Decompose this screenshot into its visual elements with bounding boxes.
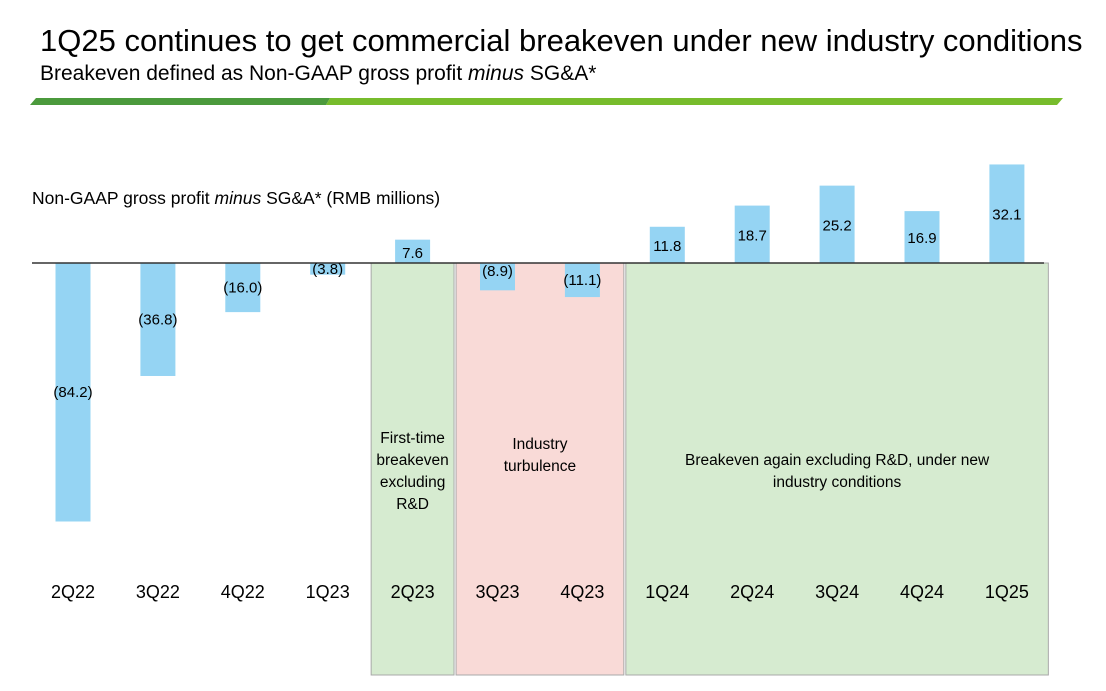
category-label-2q23: 2Q23	[391, 582, 435, 602]
page-title: 1Q25 continues to get commercial breakev…	[40, 23, 1083, 58]
category-label-1q24: 1Q24	[645, 582, 689, 602]
band-annotation-line: turbulence	[504, 458, 576, 475]
category-label-3q24: 3Q24	[815, 582, 859, 602]
bar-2q22	[55, 263, 91, 522]
band-annotation-line: industry conditions	[773, 474, 902, 491]
category-label-4q22: 4Q22	[221, 582, 265, 602]
category-label-4q23: 4Q23	[560, 582, 604, 602]
chart-unit-label-suffix: SG&A* (RMB millions)	[261, 188, 440, 208]
page-subtitle: Breakeven defined as Non-GAAP gross prof…	[40, 60, 596, 88]
band-annotation-line: excluding	[380, 474, 446, 491]
band-2q23-2q23	[370, 262, 455, 676]
category-label-1q25: 1Q25	[985, 582, 1029, 602]
bar-3q23	[480, 263, 515, 291]
band-annotation-line: First-time	[380, 430, 445, 447]
band-annotation-line: Breakeven again excluding R&D, under new	[685, 452, 990, 469]
bar-3q22	[140, 263, 176, 376]
chart-unit-label-prefix: Non-GAAP gross profit	[32, 188, 215, 208]
chart-unit-label-emphasis: minus	[215, 188, 262, 208]
data-label-2q22: (84.2)	[53, 384, 92, 401]
band-3q23-4q23	[455, 262, 625, 676]
band-annotation-line: breakeven	[376, 452, 448, 469]
data-label-1q23: (3.8)	[312, 261, 343, 278]
title-rule-dark-segment	[30, 98, 330, 105]
data-label-4q23: (11.1)	[563, 272, 601, 289]
category-label-3q22: 3Q22	[136, 582, 180, 602]
data-label-3q23: (8.9)	[482, 263, 513, 280]
data-label-3q22: (36.8)	[138, 311, 177, 328]
bar-3q24	[819, 185, 855, 263]
chart-unit-label: Non-GAAP gross profit minus SG&A* (RMB m…	[32, 188, 440, 208]
data-label-3q24: 25.2	[822, 217, 851, 234]
bar-4q24	[904, 211, 940, 263]
bar-1q23	[310, 263, 346, 275]
category-label-2q22: 2Q22	[51, 582, 95, 602]
data-label-2q23: 7.6	[402, 245, 423, 262]
category-label-2q24: 2Q24	[730, 582, 774, 602]
category-label-3q23: 3Q23	[475, 582, 519, 602]
title-rule-light-segment	[326, 98, 1063, 105]
bar-4q23	[564, 263, 600, 298]
bar-1q24	[649, 226, 685, 263]
subtitle-suffix: SG&A*	[524, 62, 597, 85]
subtitle-prefix: Breakeven defined as Non-GAAP gross prof…	[40, 62, 469, 85]
data-label-1q24: 11.8	[653, 238, 681, 255]
bar-2q24	[734, 205, 770, 263]
bar-2q23	[395, 239, 431, 263]
title-rule	[30, 98, 1063, 105]
data-label-4q22: (16.0)	[223, 280, 262, 297]
band-annotation-line: Industry	[512, 436, 567, 453]
band-annotation-line: R&D	[396, 496, 429, 513]
category-label-1q23: 1Q23	[306, 582, 350, 602]
category-label-4q24: 4Q24	[900, 582, 944, 602]
band-1q24-1q25	[625, 262, 1049, 676]
data-label-1q25: 32.1	[992, 207, 1021, 224]
subtitle-emphasis: minus	[468, 62, 525, 85]
bar-4q22	[225, 263, 261, 313]
data-label-2q24: 18.7	[738, 227, 767, 244]
data-label-4q24: 16.9	[907, 230, 936, 247]
bar-1q25	[989, 164, 1025, 263]
